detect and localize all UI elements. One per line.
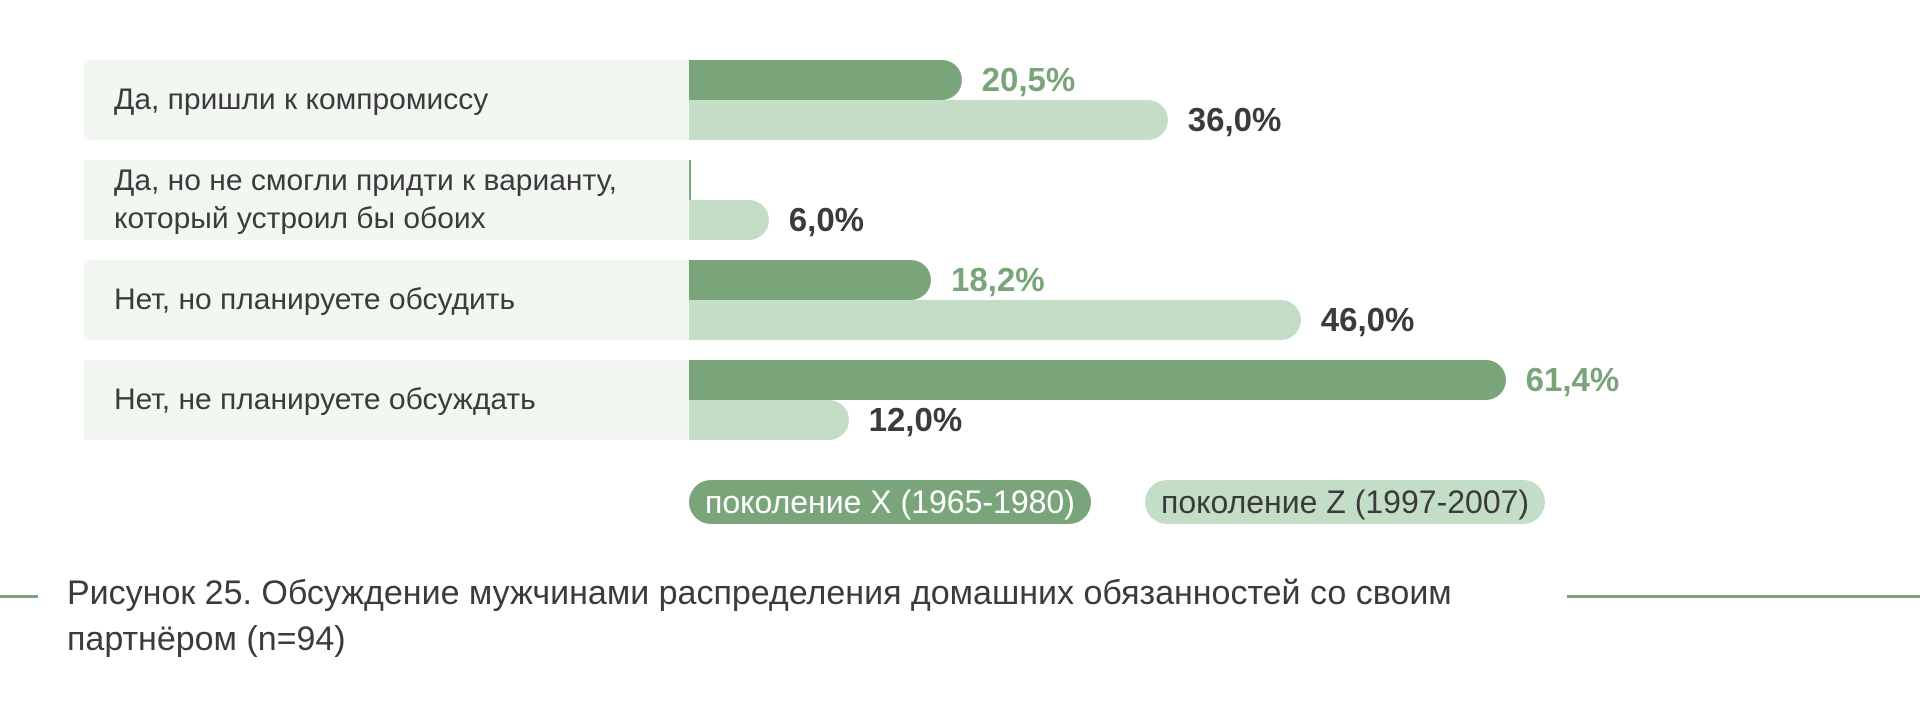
bar-series-2 <box>689 300 1301 340</box>
data-label-series-2: 6,0% <box>788 201 865 238</box>
data-label-series-2: 36,0% <box>1187 101 1282 138</box>
data-label-series-2: 12,0% <box>868 401 963 438</box>
category-label: Да, но не смогли придти к варианту, кото… <box>114 164 617 235</box>
bar-series-2 <box>689 200 769 240</box>
category-label: Да, пришли к компромиссу <box>114 83 489 116</box>
legend-item-series-1: поколение X (1965-1980) <box>689 480 1091 524</box>
caption-line-right <box>1567 595 1920 598</box>
bar-series-2 <box>689 400 849 440</box>
category-row-bg <box>84 60 689 140</box>
bar-series-1 <box>689 160 691 200</box>
category-label: Нет, не планируете обсуждать <box>114 383 536 416</box>
legend-item-series-2: поколение Z (1997-2007) <box>1145 480 1546 524</box>
caption-line-left <box>0 595 38 598</box>
category-label: Нет, но планируете обсудить <box>114 283 516 316</box>
bar-series-1 <box>689 60 962 100</box>
data-label-series-1: 18,2% <box>951 261 1045 298</box>
data-label-series-1: 20,5% <box>981 61 1076 98</box>
bar-series-1 <box>689 360 1506 400</box>
figure-caption: Рисунок 25. Обсуждение мужчинами распред… <box>67 574 1452 658</box>
data-label-series-2: 46,0% <box>1320 301 1415 338</box>
data-label-series-1: 61,4% <box>1525 361 1620 398</box>
category-row-bg <box>84 160 689 240</box>
category-row-bg <box>84 360 689 440</box>
category-row-bg <box>84 260 689 340</box>
bar-series-1 <box>689 260 932 300</box>
bar-series-2 <box>689 100 1168 140</box>
